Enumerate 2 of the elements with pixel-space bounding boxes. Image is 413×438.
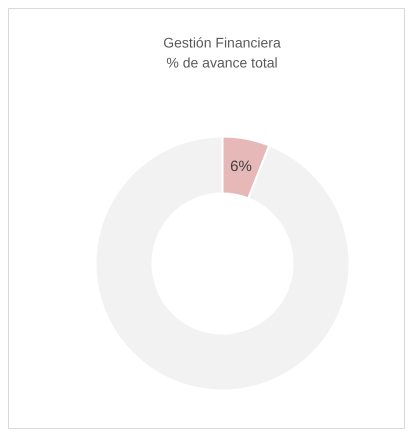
data-label: 6% (230, 158, 252, 176)
chart-title: Gestión Financiera % de avance total (163, 34, 281, 70)
